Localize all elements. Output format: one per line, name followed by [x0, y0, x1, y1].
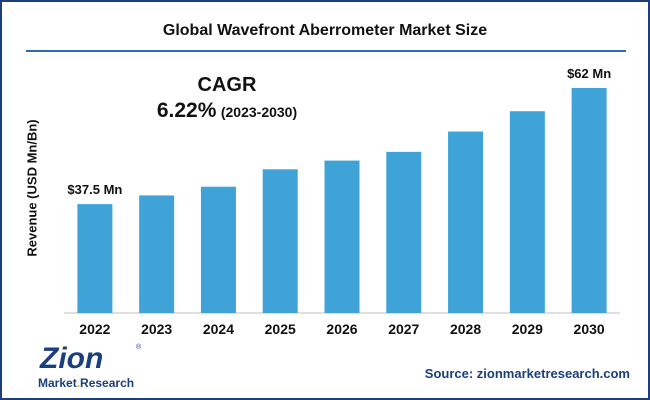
logo-wordmark: Zion: [40, 342, 104, 375]
data-label-2022: $37.5 Mn: [67, 182, 122, 197]
bar-2030: [571, 88, 607, 313]
cagr-label: CAGR: [197, 74, 257, 96]
bar-2029: [509, 111, 545, 314]
cagr-callout: CAGR 6.22% (2023-2030): [132, 74, 322, 123]
data-label-2030: $62 Mn: [567, 66, 611, 81]
bar-2027: [386, 151, 422, 313]
bar-2026: [324, 160, 360, 313]
bar-2023: [139, 195, 175, 313]
zion-logo: Zion ® Market.Research: [36, 342, 148, 394]
x-tick-label-2022: 2022: [79, 321, 110, 337]
title-divider: [26, 50, 626, 52]
bar-2024: [200, 186, 236, 313]
x-tick-label-2027: 2027: [388, 321, 419, 337]
logo-sub-left: Market: [38, 376, 77, 390]
cagr-value: 6.22%: [156, 99, 217, 122]
bar-2022: [77, 204, 113, 313]
bar-2025: [262, 169, 298, 313]
logo-subtitle: Market.Research: [38, 376, 134, 390]
logo-sub-dot: .: [76, 376, 81, 390]
x-tick-label-2025: 2025: [265, 321, 296, 337]
x-tick-label-2030: 2030: [574, 321, 605, 337]
chart-title: Global Wavefront Aberrometer Market Size: [162, 22, 488, 39]
x-tick-label-2023: 2023: [141, 321, 172, 337]
cagr-range: (2023-2030): [220, 104, 298, 120]
x-tick-label-2029: 2029: [512, 321, 543, 337]
logo-sub-right: Research: [80, 376, 135, 390]
logo-registered-mark: ®: [136, 344, 142, 351]
bar-2028: [448, 131, 484, 313]
x-tick-label-2026: 2026: [326, 321, 357, 337]
x-tick-label-2024: 2024: [203, 321, 234, 337]
x-tick-label-2028: 2028: [450, 321, 481, 337]
source-credit: Source: zionmarketresearch.com: [424, 366, 630, 381]
cagr-line: 6.22% (2023-2030): [132, 99, 322, 123]
